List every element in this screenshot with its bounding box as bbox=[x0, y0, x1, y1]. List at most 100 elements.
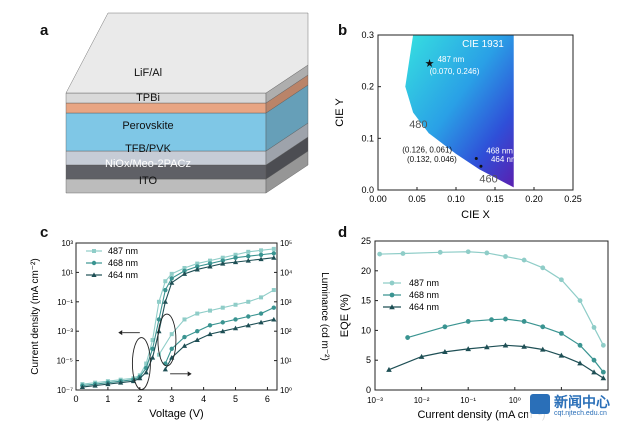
y-tick-label: 0.2 bbox=[361, 82, 374, 92]
data-point bbox=[207, 261, 213, 266]
data-point bbox=[207, 331, 213, 337]
data-point bbox=[442, 324, 448, 330]
data-point bbox=[169, 346, 174, 352]
cie-point-star: ★ bbox=[425, 58, 435, 70]
luminance-line bbox=[164, 307, 275, 364]
x-tick-label: 10⁻¹ bbox=[460, 396, 476, 405]
data-point bbox=[220, 305, 225, 310]
x-tick-label: 10⁰ bbox=[509, 396, 521, 405]
eqe-line bbox=[379, 251, 604, 346]
y-tick-label: 20 bbox=[361, 266, 371, 276]
data-point bbox=[220, 320, 225, 325]
cie-point-coord: (0.070, 0.246) bbox=[430, 67, 480, 76]
jvl-x-axis-label: Voltage (V) bbox=[149, 408, 203, 420]
jvl-y-right-axis-label: Luminance (cd m⁻²) bbox=[319, 272, 330, 361]
cie-frame bbox=[377, 34, 574, 191]
data-point bbox=[271, 246, 276, 251]
data-point bbox=[162, 366, 168, 372]
data-point bbox=[91, 272, 97, 277]
y-right-tick-label: 10² bbox=[280, 327, 292, 336]
data-point bbox=[181, 271, 188, 276]
data-point bbox=[437, 249, 443, 255]
data-point bbox=[271, 288, 276, 293]
data-point bbox=[246, 314, 251, 319]
x-tick-label: 10⁻² bbox=[414, 396, 430, 405]
y-tick-label: 0.0 bbox=[361, 185, 374, 195]
legend-label: 464 nm bbox=[409, 302, 439, 312]
data-point bbox=[156, 352, 161, 357]
data-point bbox=[92, 382, 98, 388]
y-tick-label: 10⁻³ bbox=[57, 327, 73, 336]
data-point bbox=[559, 330, 564, 336]
data-point bbox=[92, 249, 96, 253]
data-point bbox=[271, 255, 277, 260]
x-tick-label: 1 bbox=[105, 394, 110, 404]
data-point bbox=[182, 265, 187, 270]
data-point bbox=[521, 319, 527, 324]
x-tick-label: 0.15 bbox=[486, 194, 504, 204]
data-point bbox=[149, 355, 156, 360]
right-arrowhead bbox=[187, 371, 192, 377]
data-point bbox=[259, 295, 264, 300]
eqe-line bbox=[388, 344, 604, 379]
y-right-tick-label: 10¹ bbox=[280, 357, 292, 366]
legend-label: 468 nm bbox=[409, 290, 439, 300]
data-point bbox=[195, 264, 200, 269]
data-point bbox=[207, 323, 213, 328]
data-point bbox=[208, 308, 212, 313]
data-point bbox=[377, 251, 383, 257]
x-tick-label: 0.05 bbox=[408, 194, 426, 204]
watermark-url: cqt.njtech.edu.cn bbox=[554, 410, 607, 417]
data-point bbox=[389, 292, 395, 298]
data-point bbox=[246, 299, 251, 304]
data-point bbox=[442, 349, 448, 355]
cie-point-label: 468 nm bbox=[486, 146, 513, 155]
data-point bbox=[233, 302, 238, 307]
data-point bbox=[232, 325, 239, 331]
data-point bbox=[245, 258, 251, 263]
panel-label-d: d bbox=[338, 224, 348, 241]
eqe-y-axis-label: EQE (%) bbox=[339, 294, 351, 337]
stack-layer-front bbox=[65, 102, 267, 114]
data-point bbox=[259, 248, 264, 253]
luminance-line bbox=[164, 318, 274, 370]
data-point bbox=[489, 317, 494, 323]
x-tick-label: 0.00 bbox=[369, 194, 387, 204]
data-point bbox=[150, 338, 155, 343]
x-tick-label: 0.25 bbox=[564, 194, 582, 204]
data-point bbox=[220, 255, 225, 260]
data-point bbox=[220, 328, 226, 334]
y-tick-label: 10⁻⁷ bbox=[57, 386, 73, 395]
legend-label: 468 nm bbox=[108, 258, 138, 268]
y-right-tick-label: 10⁵ bbox=[280, 239, 292, 248]
watermark-icon bbox=[530, 394, 550, 414]
data-point bbox=[600, 342, 606, 348]
data-point bbox=[405, 335, 411, 340]
data-point bbox=[233, 252, 238, 257]
data-point bbox=[144, 361, 149, 366]
legend-label: 487 nm bbox=[409, 278, 439, 288]
data-point bbox=[207, 263, 213, 269]
data-point bbox=[156, 328, 162, 334]
data-point bbox=[233, 255, 238, 260]
data-point bbox=[521, 257, 527, 263]
y-right-tick-label: 10⁴ bbox=[280, 268, 293, 277]
cie-point-coord: (0.132, 0.046) bbox=[407, 155, 457, 164]
data-point bbox=[162, 299, 168, 304]
data-point bbox=[271, 316, 277, 322]
data-point bbox=[540, 324, 546, 330]
jvl-y-axis-label: Current density (mA cm⁻²) bbox=[30, 258, 41, 374]
cie-point-label: 464 nm bbox=[491, 155, 518, 164]
data-point bbox=[503, 254, 508, 259]
data-point bbox=[503, 316, 508, 322]
data-point bbox=[465, 346, 471, 352]
data-point bbox=[194, 337, 200, 343]
data-point bbox=[181, 343, 188, 348]
data-point bbox=[91, 260, 97, 266]
data-point bbox=[559, 277, 564, 283]
stack-layer-label: ITO bbox=[139, 175, 158, 187]
device-stack-diagram: LiF/Al TPBi Perovskite TFB/PVK NiOx/Meo-2PAC… bbox=[65, 12, 309, 194]
cie-x-axis-label: CIE X bbox=[461, 209, 490, 221]
y-tick-label: 10¹ bbox=[61, 268, 73, 277]
data-point bbox=[591, 325, 597, 330]
